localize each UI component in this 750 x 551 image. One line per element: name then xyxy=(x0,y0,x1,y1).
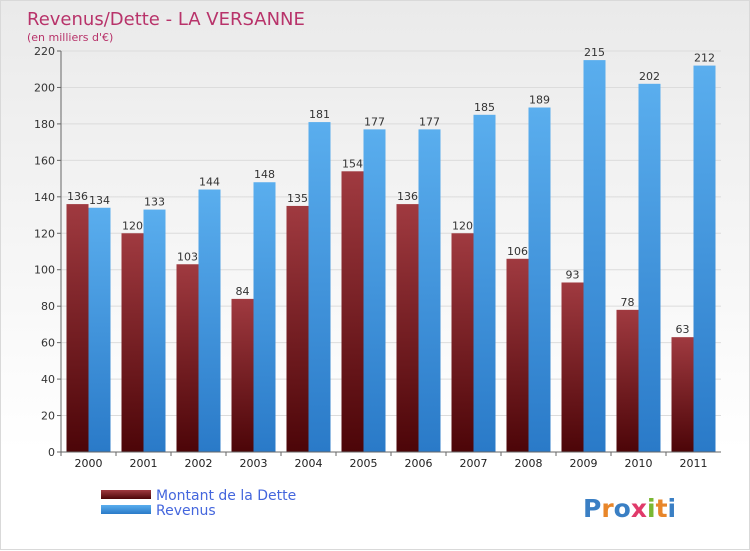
bar-revenus xyxy=(418,129,441,453)
x-tick-label: 2004 xyxy=(295,457,323,470)
bar-debt xyxy=(286,205,309,452)
x-tick-label: 2006 xyxy=(405,457,433,470)
value-label-debt: 135 xyxy=(287,192,308,205)
y-tick-label: 120 xyxy=(34,227,55,240)
bar-revenus xyxy=(253,182,276,452)
legend-label-debt: Montant de la Dette xyxy=(156,488,296,504)
value-label-revenus: 144 xyxy=(199,176,220,189)
value-label-debt: 84 xyxy=(236,285,250,298)
x-tick-label: 2002 xyxy=(185,457,213,470)
y-tick-label: 20 xyxy=(41,410,55,423)
x-tick-label: 2001 xyxy=(130,457,158,470)
value-label-debt: 78 xyxy=(621,296,635,309)
value-label-debt: 93 xyxy=(566,268,580,281)
value-label-revenus: 148 xyxy=(254,168,275,181)
bar-revenus xyxy=(638,83,661,453)
grid xyxy=(61,50,721,453)
bar-debt xyxy=(671,337,694,452)
proxiti-logo: Proxiti xyxy=(583,494,676,523)
value-label-revenus: 133 xyxy=(144,196,165,209)
value-label-debt: 63 xyxy=(676,323,690,336)
value-label-revenus: 134 xyxy=(89,194,110,207)
chart-title: Revenus/Dette - LA VERSANNE xyxy=(27,9,305,30)
value-label-revenus: 181 xyxy=(309,108,330,121)
value-label-debt: 103 xyxy=(177,250,198,263)
bar-debt xyxy=(176,264,199,452)
value-label-revenus: 185 xyxy=(474,101,495,114)
bar-debt xyxy=(231,298,254,452)
bars xyxy=(66,60,716,453)
value-label-revenus: 189 xyxy=(529,94,550,107)
bar-debt xyxy=(616,309,639,452)
bar-revenus xyxy=(583,60,606,452)
y-tick-label: 200 xyxy=(34,81,55,94)
chart-subtitle: (en milliers d'€) xyxy=(27,31,113,44)
legend: Montant de la Dette Revenus xyxy=(101,488,296,519)
y-tick-label: 100 xyxy=(34,264,55,277)
value-label-revenus: 215 xyxy=(584,46,605,59)
bar-revenus xyxy=(693,65,716,452)
value-label-debt: 120 xyxy=(452,219,473,232)
legend-swatch-revenus xyxy=(101,505,151,514)
bar-debt xyxy=(66,204,89,452)
y-tick-label: 60 xyxy=(41,337,55,350)
x-tick-label: 2005 xyxy=(350,457,378,470)
y-tick-label: 180 xyxy=(34,118,55,131)
x-tick-label: 2011 xyxy=(680,457,708,470)
y-tick-label: 160 xyxy=(34,154,55,167)
y-tick-label: 140 xyxy=(34,191,55,204)
bar-revenus xyxy=(143,209,166,452)
value-label-revenus: 177 xyxy=(419,115,440,128)
legend-swatch-debt xyxy=(101,490,151,499)
value-label-debt: 136 xyxy=(67,190,88,203)
bar-revenus xyxy=(363,129,386,453)
bar-debt xyxy=(396,204,419,452)
x-tick-label: 2009 xyxy=(570,457,598,470)
bar-debt xyxy=(451,233,474,452)
bar-revenus xyxy=(528,107,551,452)
bar-revenus xyxy=(198,189,221,452)
value-label-debt: 154 xyxy=(342,157,363,170)
value-label-revenus: 177 xyxy=(364,115,385,128)
value-label-debt: 136 xyxy=(397,190,418,203)
y-tick-label: 80 xyxy=(41,300,55,313)
bar-revenus xyxy=(308,122,331,452)
y-tick-label: 0 xyxy=(48,446,55,459)
value-label-debt: 120 xyxy=(122,219,143,232)
y-tick-label: 220 xyxy=(34,45,55,58)
legend-label-revenus: Revenus xyxy=(156,503,216,519)
bar-revenus xyxy=(473,114,496,452)
x-tick-label: 2003 xyxy=(240,457,268,470)
value-label-revenus: 202 xyxy=(639,70,660,83)
bar-debt xyxy=(341,171,364,453)
bar-debt xyxy=(561,282,584,452)
value-label-debt: 106 xyxy=(507,245,528,258)
bar-debt xyxy=(506,258,529,452)
y-axis: 0 20 40 60 80 100 120 140 160 180 200 220 xyxy=(34,45,62,459)
x-axis: 2000 2001 2002 2003 2004 2005 2006 2007 2008 2009… xyxy=(60,451,721,470)
x-tick-label: 2008 xyxy=(515,457,543,470)
x-tick-label: 2010 xyxy=(625,457,653,470)
proxiti-logo-text: Proxiti xyxy=(583,494,676,523)
x-tick-label: 2000 xyxy=(75,457,103,470)
value-labels: 136 1341201331031448414813518115417713617… xyxy=(67,46,715,336)
x-tick-label: 2007 xyxy=(460,457,488,470)
bar-revenus xyxy=(88,207,111,452)
y-tick-label: 40 xyxy=(41,373,55,386)
value-label-revenus: 212 xyxy=(694,52,715,65)
bar-debt xyxy=(121,233,144,452)
